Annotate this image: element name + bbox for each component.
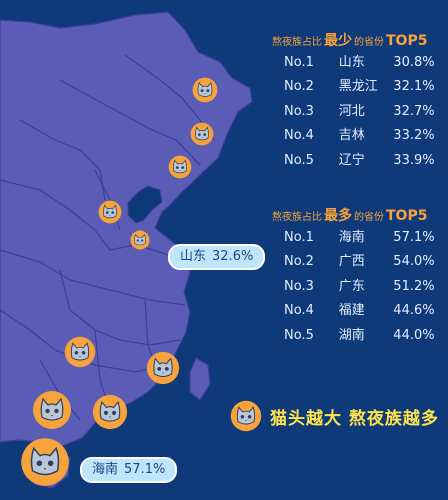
province: 辽宁 bbox=[338, 152, 365, 168]
province: 山东 bbox=[338, 54, 365, 70]
ranking-row: No.5 湖南 44.0% bbox=[272, 324, 442, 348]
rank: No.5 bbox=[284, 327, 314, 343]
cat-face-icon bbox=[168, 155, 192, 179]
least-top5-panel: 熬夜族占比 最少 的省份 TOP5 No.1 山东 30.8% No.2 黑龙江 32.1% … bbox=[272, 30, 442, 173]
cat-face-icon bbox=[21, 438, 69, 486]
ranking-row: No.3 河北 32.7% bbox=[272, 100, 442, 124]
value: 44.0% bbox=[393, 327, 435, 343]
slogan-text: 猫头越大 熬夜族越多 bbox=[270, 408, 439, 429]
slogan: 猫头越大 熬夜族越多 bbox=[230, 400, 439, 432]
rank: No.2 bbox=[284, 79, 314, 94]
province: 广西 bbox=[338, 254, 365, 269]
callout-province: 山东 bbox=[180, 249, 207, 264]
cat-face-icon bbox=[230, 400, 262, 432]
shandong-callout: 山东 32.6% bbox=[168, 244, 266, 270]
title-emphasis: 最少 bbox=[324, 33, 352, 49]
rank: No.4 bbox=[284, 303, 314, 318]
cat-face-icon bbox=[33, 391, 71, 429]
panel-title: 熬夜族占比 最少 的省份 TOP5 bbox=[272, 30, 442, 50]
value: 33.2% bbox=[393, 128, 435, 143]
cat-face-icon bbox=[92, 394, 128, 430]
province: 福建 bbox=[338, 303, 365, 318]
ranking-row: No.4 福建 44.6% bbox=[272, 299, 442, 323]
title-prefix: 熬夜族占比 bbox=[272, 212, 322, 223]
ranking-row: No.2 黑龙江 32.1% bbox=[272, 75, 442, 99]
value: 44.6% bbox=[393, 303, 435, 318]
rank: No.4 bbox=[284, 128, 314, 143]
rank: No.3 bbox=[284, 103, 314, 119]
value: 32.7% bbox=[393, 103, 435, 119]
ranking-row: No.1 山东 30.8% bbox=[272, 51, 442, 75]
rank: No.3 bbox=[284, 278, 314, 294]
province: 河北 bbox=[338, 103, 365, 119]
cat-face-icon bbox=[130, 230, 150, 250]
title-prefix: 熬夜族占比 bbox=[272, 37, 322, 48]
cat-face-icon bbox=[98, 200, 122, 224]
cat-face-icon bbox=[146, 351, 180, 385]
cat-face-icon bbox=[64, 336, 96, 368]
ranking-row: No.4 吉林 33.2% bbox=[272, 124, 442, 148]
title-emphasis: 最多 bbox=[324, 208, 352, 224]
province: 黑龙江 bbox=[338, 79, 378, 94]
cat-face-icon bbox=[190, 122, 214, 146]
province: 广东 bbox=[338, 278, 365, 294]
title-mid: 的省份 bbox=[354, 37, 384, 48]
title-top5: TOP5 bbox=[386, 33, 428, 49]
ranking-row: No.1 海南 57.1% bbox=[272, 226, 442, 250]
province: 海南 bbox=[338, 229, 365, 245]
rank: No.2 bbox=[284, 254, 314, 269]
title-mid: 的省份 bbox=[354, 212, 384, 223]
ranking-row: No.5 辽宁 33.9% bbox=[272, 149, 442, 173]
callout-value: 57.1% bbox=[124, 462, 166, 477]
cat-face-icon bbox=[192, 77, 218, 103]
value: 32.1% bbox=[393, 79, 435, 94]
rank: No.1 bbox=[284, 229, 314, 245]
panel-title: 熬夜族占比 最多 的省份 TOP5 bbox=[272, 205, 442, 225]
value: 57.1% bbox=[393, 229, 435, 245]
value: 33.9% bbox=[393, 152, 435, 168]
value: 51.2% bbox=[393, 278, 435, 294]
most-top5-panel: 熬夜族占比 最多 的省份 TOP5 No.1 海南 57.1% No.2 广西 54.0% N… bbox=[272, 205, 442, 348]
value: 30.8% bbox=[393, 54, 435, 70]
rank: No.5 bbox=[284, 152, 314, 168]
rank: No.1 bbox=[284, 54, 314, 70]
hainan-callout: 海南 57.1% bbox=[80, 457, 178, 483]
title-top5: TOP5 bbox=[386, 208, 428, 224]
callout-province: 海南 bbox=[92, 462, 119, 477]
value: 54.0% bbox=[393, 254, 435, 269]
ranking-row: No.2 广西 54.0% bbox=[272, 250, 442, 274]
bohai-sea bbox=[127, 185, 163, 224]
province: 湖南 bbox=[338, 327, 365, 343]
ranking-row: No.3 广东 51.2% bbox=[272, 275, 442, 299]
province: 吉林 bbox=[338, 128, 365, 143]
callout-value: 32.6% bbox=[212, 249, 254, 264]
taiwan-island bbox=[189, 357, 211, 401]
